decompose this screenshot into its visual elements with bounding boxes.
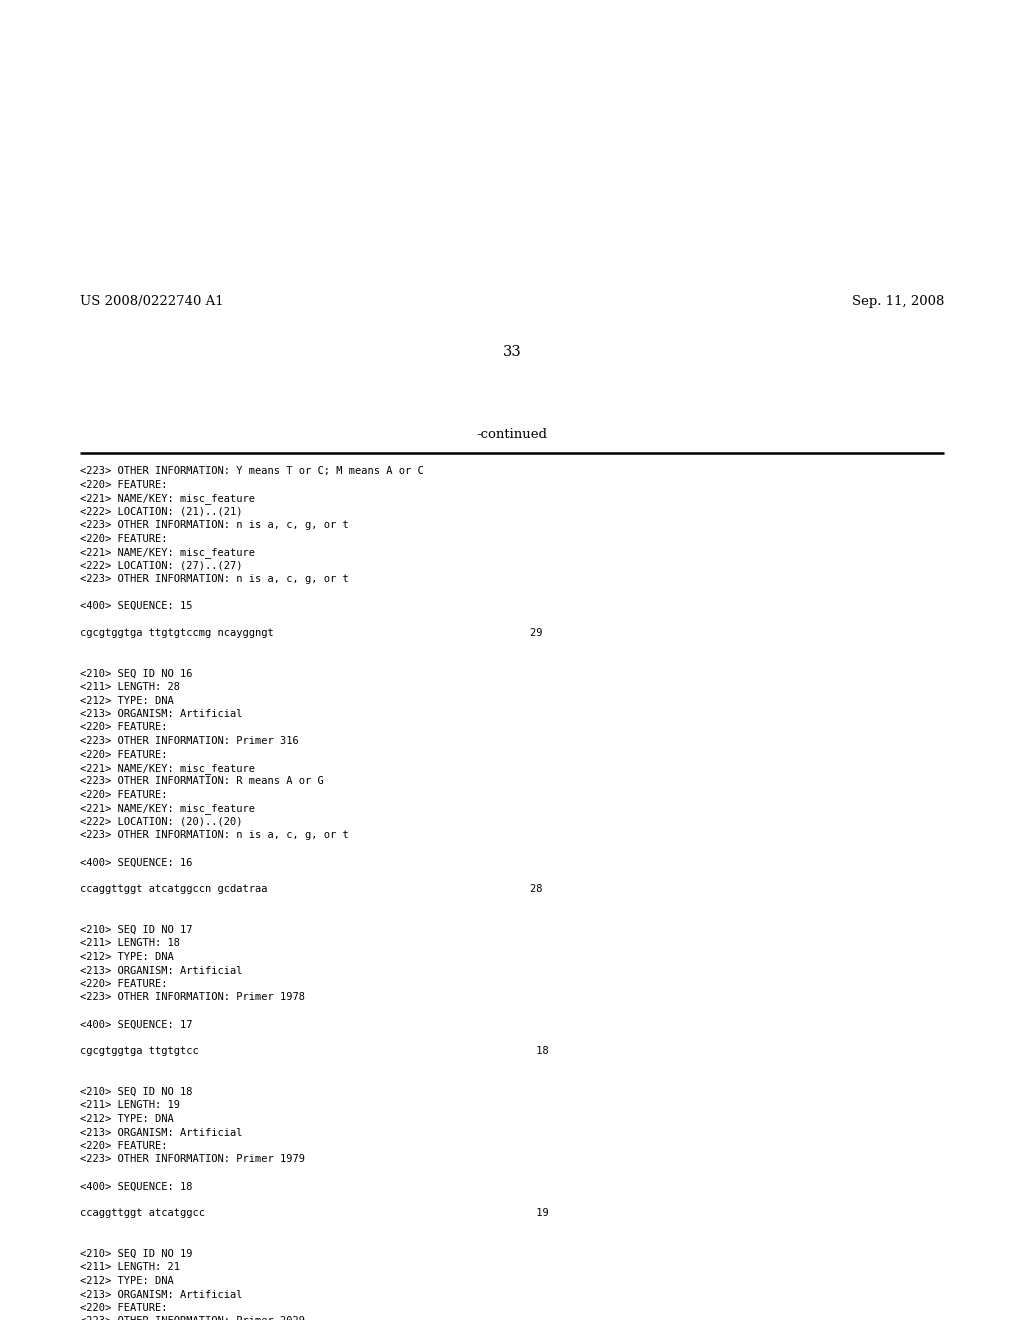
Text: <220> FEATURE:: <220> FEATURE: [80,1140,168,1151]
Text: ccaggttggt atcatggccn gcdatraa                                          28: ccaggttggt atcatggccn gcdatraa 28 [80,884,543,895]
Text: <222> LOCATION: (21)..(21): <222> LOCATION: (21)..(21) [80,507,243,516]
Text: <211> LENGTH: 21: <211> LENGTH: 21 [80,1262,180,1272]
Text: <220> FEATURE:: <220> FEATURE: [80,789,168,800]
Text: <220> FEATURE:: <220> FEATURE: [80,1303,168,1313]
Text: cgcgtggtga ttgtgtccmg ncayggngt                                         29: cgcgtggtga ttgtgtccmg ncayggngt 29 [80,628,543,638]
Text: <221> NAME/KEY: misc_feature: <221> NAME/KEY: misc_feature [80,804,255,814]
Text: <211> LENGTH: 19: <211> LENGTH: 19 [80,1101,180,1110]
Text: <400> SEQUENCE: 18: <400> SEQUENCE: 18 [80,1181,193,1192]
Text: <212> TYPE: DNA: <212> TYPE: DNA [80,1276,174,1286]
Text: <213> ORGANISM: Artificial: <213> ORGANISM: Artificial [80,709,243,719]
Text: <213> ORGANISM: Artificial: <213> ORGANISM: Artificial [80,1290,243,1299]
Text: <222> LOCATION: (20)..(20): <222> LOCATION: (20)..(20) [80,817,243,828]
Text: <221> NAME/KEY: misc_feature: <221> NAME/KEY: misc_feature [80,763,255,774]
Text: <221> NAME/KEY: misc_feature: <221> NAME/KEY: misc_feature [80,492,255,504]
Text: <400> SEQUENCE: 15: <400> SEQUENCE: 15 [80,601,193,611]
Text: <212> TYPE: DNA: <212> TYPE: DNA [80,696,174,705]
Text: <222> LOCATION: (27)..(27): <222> LOCATION: (27)..(27) [80,561,243,570]
Text: <223> OTHER INFORMATION: Primer 1979: <223> OTHER INFORMATION: Primer 1979 [80,1155,305,1164]
Text: <223> OTHER INFORMATION: Primer 316: <223> OTHER INFORMATION: Primer 316 [80,737,299,746]
Text: <210> SEQ ID NO 17: <210> SEQ ID NO 17 [80,925,193,935]
Text: <220> FEATURE:: <220> FEATURE: [80,479,168,490]
Text: <223> OTHER INFORMATION: Y means T or C; M means A or C: <223> OTHER INFORMATION: Y means T or C;… [80,466,424,477]
Text: <220> FEATURE:: <220> FEATURE: [80,750,168,759]
Text: <210> SEQ ID NO 19: <210> SEQ ID NO 19 [80,1249,193,1259]
Text: <400> SEQUENCE: 17: <400> SEQUENCE: 17 [80,1019,193,1030]
Text: <210> SEQ ID NO 16: <210> SEQ ID NO 16 [80,668,193,678]
Text: <212> TYPE: DNA: <212> TYPE: DNA [80,952,174,962]
Text: <212> TYPE: DNA: <212> TYPE: DNA [80,1114,174,1125]
Text: <223> OTHER INFORMATION: n is a, c, g, or t: <223> OTHER INFORMATION: n is a, c, g, o… [80,574,349,583]
Text: <211> LENGTH: 18: <211> LENGTH: 18 [80,939,180,949]
Text: <210> SEQ ID NO 18: <210> SEQ ID NO 18 [80,1086,193,1097]
Text: Sep. 11, 2008: Sep. 11, 2008 [852,294,944,308]
Text: ccaggttggt atcatggcc                                                     19: ccaggttggt atcatggcc 19 [80,1209,549,1218]
Text: <223> OTHER INFORMATION: Primer 1978: <223> OTHER INFORMATION: Primer 1978 [80,993,305,1002]
Text: <213> ORGANISM: Artificial: <213> ORGANISM: Artificial [80,1127,243,1138]
Text: US 2008/0222740 A1: US 2008/0222740 A1 [80,294,223,308]
Text: <223> OTHER INFORMATION: Primer 2029: <223> OTHER INFORMATION: Primer 2029 [80,1316,305,1320]
Text: <400> SEQUENCE: 16: <400> SEQUENCE: 16 [80,858,193,867]
Text: <220> FEATURE:: <220> FEATURE: [80,979,168,989]
Text: <220> FEATURE:: <220> FEATURE: [80,533,168,544]
Text: <211> LENGTH: 28: <211> LENGTH: 28 [80,682,180,692]
Text: -continued: -continued [476,428,548,441]
Text: <223> OTHER INFORMATION: R means A or G: <223> OTHER INFORMATION: R means A or G [80,776,324,787]
Text: <220> FEATURE:: <220> FEATURE: [80,722,168,733]
Text: 33: 33 [503,345,521,359]
Text: <223> OTHER INFORMATION: n is a, c, g, or t: <223> OTHER INFORMATION: n is a, c, g, o… [80,520,349,531]
Text: <213> ORGANISM: Artificial: <213> ORGANISM: Artificial [80,965,243,975]
Text: <221> NAME/KEY: misc_feature: <221> NAME/KEY: misc_feature [80,546,255,558]
Text: <223> OTHER INFORMATION: n is a, c, g, or t: <223> OTHER INFORMATION: n is a, c, g, o… [80,830,349,841]
Text: cgcgtggtga ttgtgtcc                                                      18: cgcgtggtga ttgtgtcc 18 [80,1047,549,1056]
